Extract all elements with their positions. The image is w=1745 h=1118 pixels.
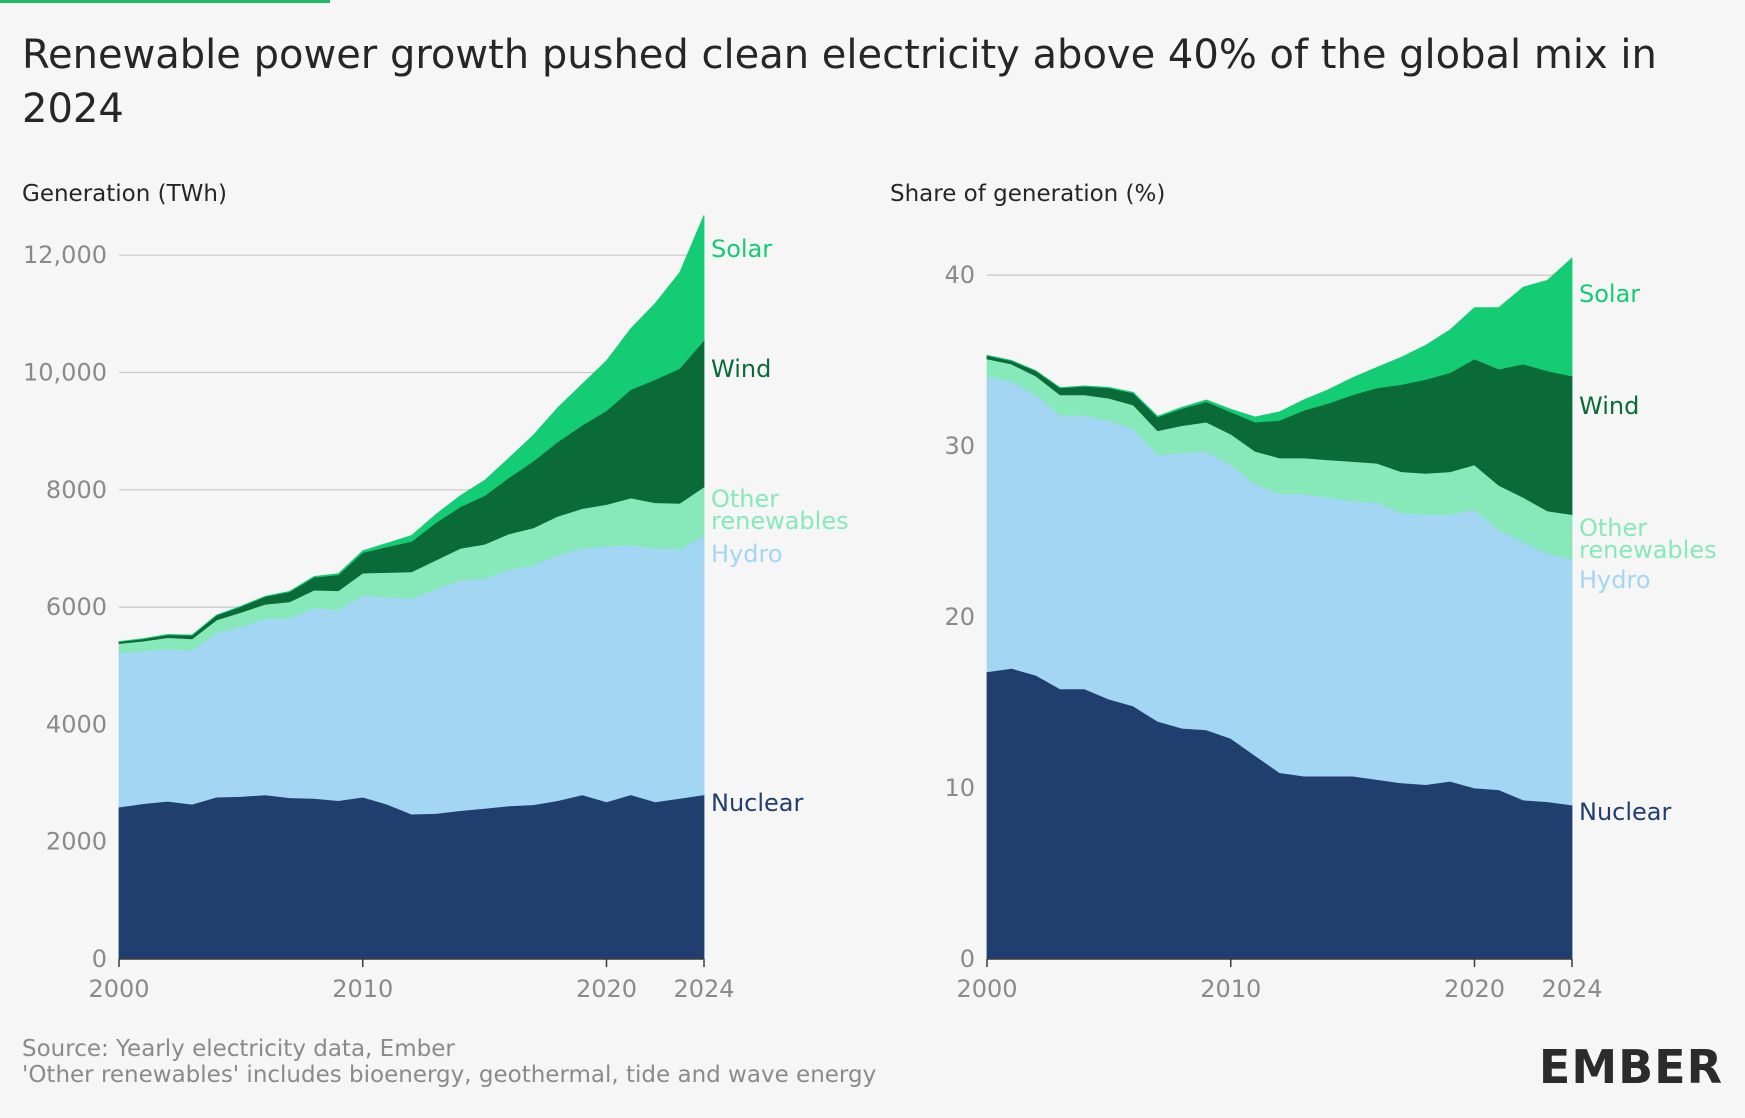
- source-note: Source: Yearly electricity data, Ember: [22, 1036, 455, 1062]
- x-tick-label: 2010: [1200, 975, 1261, 1003]
- series-label-other-renewables: Other renewables: [1579, 514, 1717, 564]
- x-tick-label: 2024: [673, 975, 734, 1003]
- other-renewables-note: 'Other renewables' includes bioenergy, g…: [22, 1062, 877, 1088]
- left-chart-ylabel: Generation (TWh): [22, 181, 227, 207]
- x-tick-label: 2024: [1541, 975, 1602, 1003]
- series-label-solar: Solar: [711, 235, 772, 263]
- area-solar: [986, 257, 1573, 423]
- y-tick-label: 0: [960, 945, 975, 973]
- series-label-nuclear: Nuclear: [711, 789, 804, 817]
- accent-bar: [0, 0, 330, 3]
- page-title: Renewable power growth pushed clean elec…: [22, 32, 1657, 132]
- x-tick-label: 2020: [1444, 975, 1505, 1003]
- series-label-solar: Solar: [1579, 280, 1640, 308]
- y-tick-label: 12,000: [23, 241, 107, 269]
- area-solar: [118, 215, 705, 643]
- y-tick-label: 4000: [46, 710, 107, 738]
- y-tick-label: 30: [944, 432, 975, 460]
- series-label-hydro: Hydro: [711, 540, 783, 568]
- y-tick-label: 10: [944, 774, 975, 802]
- series-label-hydro: Hydro: [1579, 566, 1651, 594]
- x-tick-label: 2000: [88, 975, 149, 1003]
- right-chart-ylabel: Share of generation (%): [890, 181, 1166, 207]
- y-tick-label: 20: [944, 603, 975, 631]
- y-tick-label: 8000: [46, 476, 107, 504]
- share-area-chart: 0 10 20 30 40 2000 2010 2020 2024 Nuclear HydroOth…: [944, 257, 1717, 1003]
- y-tick-label: 2000: [46, 828, 107, 856]
- x-tick-label: 2020: [576, 975, 637, 1003]
- x-tick-label: 2000: [956, 975, 1017, 1003]
- y-tick-label: 6000: [46, 593, 107, 621]
- y-tick-label: 0: [92, 945, 107, 973]
- ember-logo: EMBER: [1538, 1040, 1723, 1094]
- series-label-nuclear: Nuclear: [1579, 798, 1672, 826]
- y-tick-label: 10,000: [23, 358, 107, 386]
- series-label-other-renewables: Other renewables: [711, 485, 849, 535]
- series-label-wind: Wind: [1579, 392, 1639, 420]
- y-tick-label: 40: [944, 261, 975, 289]
- footer: Source: Yearly electricity data, Ember '…: [22, 1036, 876, 1088]
- series-label-wind: Wind: [711, 355, 771, 383]
- x-tick-label: 2010: [332, 975, 393, 1003]
